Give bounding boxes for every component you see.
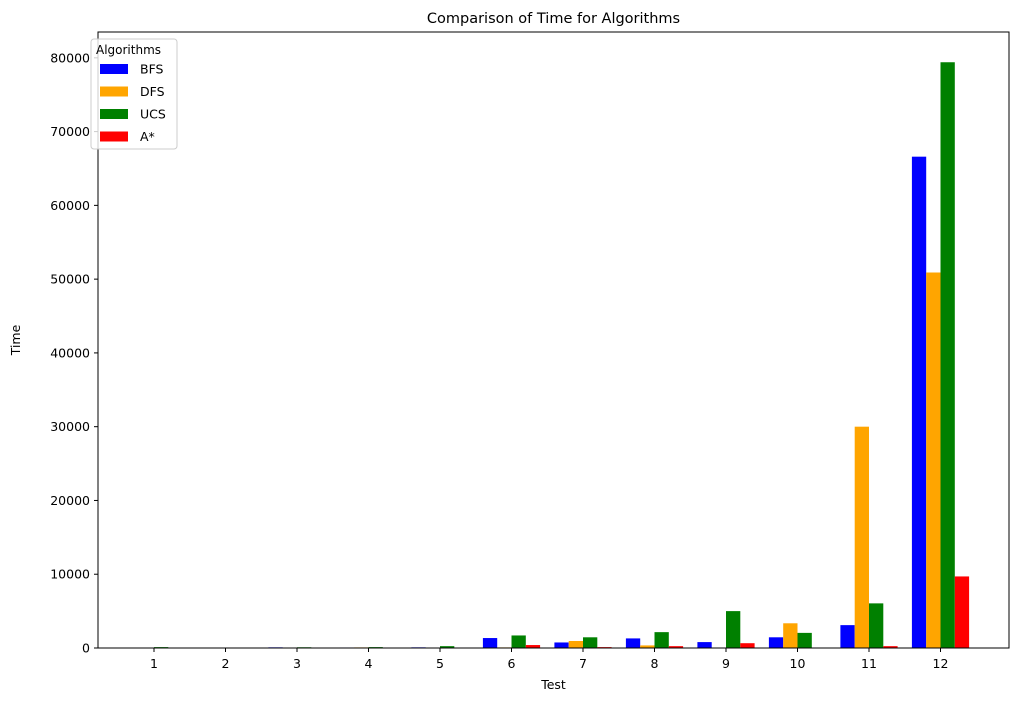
x-tick-label: 8 [651, 656, 659, 671]
x-tick-label: 9 [722, 656, 730, 671]
bar-ucs-test-7 [583, 637, 598, 648]
bar-bfs-test-7 [554, 642, 569, 648]
bar-bfs-test-10 [768, 637, 784, 648]
y-tick-label: 60000 [50, 198, 90, 213]
bar-bfs-test-8 [625, 638, 641, 648]
y-tick-label: 80000 [50, 50, 90, 65]
y-tick-label: 10000 [50, 567, 90, 582]
legend-label: A* [140, 129, 155, 144]
x-tick-label: 11 [861, 656, 877, 671]
bar-dfs-test-8 [640, 645, 655, 648]
x-tick-label: 1 [150, 656, 158, 671]
legend: Algorithms BFS DFS UCS A* [90, 38, 178, 150]
x-tick-label: 5 [436, 656, 444, 671]
bar-ucs-test-6 [511, 635, 526, 648]
y-axis: 0 10000 20000 30000 40000 50000 60000 70000 8000… [50, 50, 98, 656]
y-tick-label: 20000 [50, 493, 90, 508]
legend-swatch [100, 131, 128, 142]
bar-dfs-test-11 [854, 426, 869, 648]
bar-ucs-test-10 [797, 632, 812, 648]
bar-dfs-test-10 [783, 623, 798, 648]
legend-swatch [100, 64, 128, 74]
x-tick-label: 2 [222, 656, 230, 671]
x-tick-label: 3 [293, 656, 301, 671]
bar-bfs-test-11 [840, 625, 855, 648]
legend-swatch [100, 86, 128, 97]
legend-swatch [100, 109, 128, 119]
chart-title: Comparison of Time for Algorithms [427, 11, 680, 27]
bar-ucs-test-12 [940, 62, 955, 649]
plot-frame [97, 31, 1010, 649]
y-tick-label: 70000 [50, 124, 90, 139]
bar-ucs-test-9 [726, 611, 741, 648]
bar-astar-test-11 [883, 646, 898, 648]
bar-bfs-test-12 [911, 156, 927, 648]
y-tick-label: 50000 [50, 272, 90, 287]
x-tick-label: 7 [579, 656, 587, 671]
x-axis: 1 2 3 4 5 6 7 8 9 10 11 12 [150, 648, 948, 671]
bar-astar-test-12 [954, 576, 970, 648]
bars-layer [125, 62, 970, 649]
bar-dfs-test-12 [926, 272, 941, 648]
bar-astar-test-6 [525, 645, 541, 648]
y-tick-label: 0 [82, 641, 90, 656]
legend-entries: BFS DFS UCS A* [100, 62, 166, 144]
bar-ucs-test-11 [869, 603, 884, 648]
bar-dfs-test-7 [568, 640, 583, 648]
bar-astar-test-9 [740, 643, 755, 648]
legend-label: DFS [140, 84, 165, 99]
x-tick-label: 4 [365, 656, 373, 671]
bar-ucs-test-5 [440, 646, 455, 648]
y-axis-label: Time [8, 324, 23, 356]
x-tick-label: 12 [933, 656, 949, 671]
x-tick-label: 6 [508, 656, 516, 671]
legend-title: Algorithms [96, 43, 161, 57]
y-tick-label: 40000 [50, 345, 90, 360]
bar-astar-test-8 [668, 646, 684, 648]
legend-label: UCS [140, 107, 166, 122]
x-tick-label: 10 [790, 656, 806, 671]
bar-bfs-test-9 [697, 642, 712, 648]
x-axis-label: Test [540, 677, 566, 692]
bar-ucs-test-8 [654, 632, 669, 648]
bar-bfs-test-6 [482, 638, 498, 648]
legend-label: BFS [140, 62, 164, 77]
y-tick-label: 30000 [50, 419, 90, 434]
